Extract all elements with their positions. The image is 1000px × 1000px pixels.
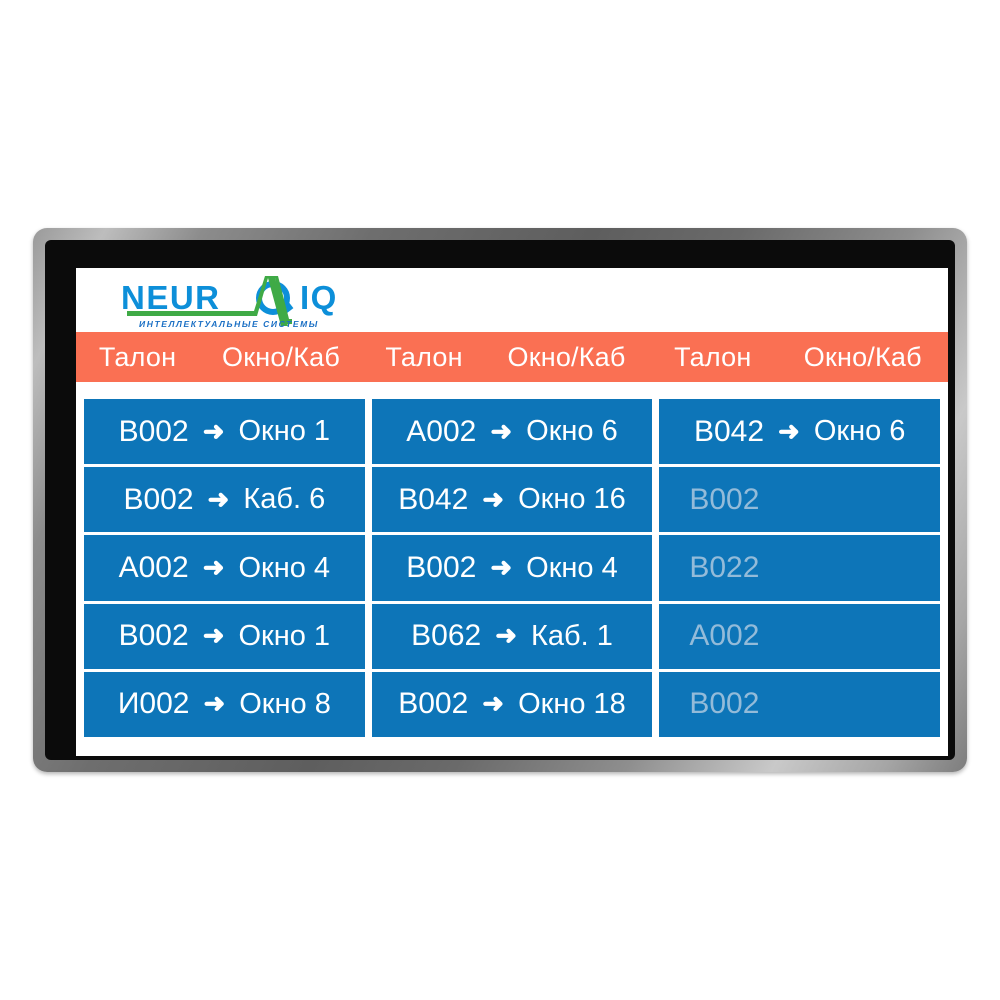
ticket-row-waiting: B022 ➜ — [659, 535, 941, 601]
ticket-destination: Окно 8 — [239, 687, 331, 720]
ticket-number: B042 — [693, 414, 765, 448]
arrow-right-icon: ➜ — [482, 483, 505, 514]
ticket-destination: Окно 6 — [526, 415, 618, 448]
ticket-number: B002 — [406, 551, 477, 584]
ticket-row: A002 ➜ Окно 4 — [84, 535, 365, 601]
arrow-right-icon: ➜ — [490, 415, 513, 446]
ticket-destination: Окно 4 — [526, 551, 618, 584]
ticket-destination: Окно 18 — [518, 687, 626, 720]
arrow-right-icon: ➜ — [202, 552, 225, 582]
arrow-right-icon: ➜ — [490, 552, 513, 582]
ticket-row-waiting: A002 ➜ — [659, 603, 941, 669]
logo-band: NEUR IQ ИНТЕЛЛЕКТУАЛЬНЫЕ СИСТЕМЫ — [76, 268, 948, 332]
ticket-column-3: B042 ➜ Окно 6 B002 ➜ B022 ➜ — [659, 399, 941, 738]
ticket-destination: Окно 16 — [518, 483, 626, 516]
ticket-destination: Каб. 1 — [531, 619, 613, 652]
ticket-number: B062 — [411, 619, 482, 653]
logo-wordmark-text: NEUR — [121, 279, 221, 316]
ticket-destination: Окно 6 — [813, 415, 906, 448]
header-ticket-label-1: Талон — [98, 341, 177, 372]
header-destination-label-3: Окно/Каб — [803, 341, 922, 372]
ticket-number: B002 — [118, 619, 189, 653]
ticket-destination: Каб. 6 — [243, 483, 326, 516]
ticket-number: B002 — [689, 687, 760, 721]
ticket-number: A002 — [118, 551, 189, 584]
ticket-number: B002 — [689, 482, 760, 516]
header-ticket-label-2: Талон — [385, 341, 463, 372]
ticket-row-waiting: B002 ➜ — [659, 467, 941, 533]
arrow-right-icon: ➜ — [207, 483, 230, 514]
header-ticket-label-3: Талон — [674, 341, 752, 372]
arrow-right-icon: ➜ — [778, 415, 800, 446]
ticket-column-2: A002 ➜ Окно 6 B042 ➜ Окно 16 B002 ➜ Окно… — [371, 399, 653, 738]
header-group-1: Талон Окно/Каб — [76, 342, 363, 373]
monitor-inner-bezel: NEUR IQ ИНТЕЛЛЕКТУАЛЬНЫЕ СИСТЕМЫ Тало — [45, 240, 955, 760]
ticket-row: B002 ➜ Окно 1 — [84, 399, 365, 465]
ticket-number: B022 — [689, 551, 760, 584]
ticket-board: B002 ➜ Окно 1 B002 ➜ Каб. 6 A002 ➜ Окно … — [76, 382, 948, 756]
header-destination-label-1: Окно/Каб — [222, 341, 341, 372]
ticket-row: B062 ➜ Каб. 1 — [371, 603, 653, 669]
logo-pulse-mark — [245, 276, 292, 324]
ticket-number: B002 — [123, 482, 194, 516]
arrow-right-icon: ➜ — [482, 688, 505, 719]
ticket-destination: Окно 4 — [238, 551, 331, 584]
ticket-number: И002 — [117, 687, 190, 721]
ticket-row: B042 ➜ Окно 6 — [659, 399, 941, 465]
ticket-row: B002 ➜ Окно 1 — [84, 603, 365, 669]
ticket-column-1: B002 ➜ Окно 1 B002 ➜ Каб. 6 A002 ➜ Окно … — [84, 399, 365, 738]
queue-display-monitor: NEUR IQ ИНТЕЛЛЕКТУАЛЬНЫЕ СИСТЕМЫ Тало — [33, 228, 967, 772]
ticket-row: A002 ➜ Окно 6 — [371, 399, 653, 465]
logo-wordmark-text-2: IQ — [300, 279, 338, 316]
ticket-row-waiting: B002 ➜ — [659, 671, 941, 738]
ticket-row: B042 ➜ Окно 16 — [371, 467, 653, 533]
arrow-right-icon: ➜ — [203, 688, 226, 719]
ticket-destination: Окно 1 — [238, 415, 331, 448]
arrow-right-icon: ➜ — [202, 415, 225, 446]
ticket-number: B002 — [118, 414, 189, 448]
ticket-row: B002 ➜ Каб. 6 — [84, 467, 365, 533]
ticket-row: И002 ➜ Окно 8 — [84, 671, 365, 738]
header-group-3: Талон Окно/Каб — [648, 342, 948, 373]
table-header-bar: Талон Окно/Каб Талон Окно/Каб Талон Окно… — [76, 332, 948, 382]
header-group-2: Талон Окно/Каб — [363, 342, 648, 373]
ticket-number: B042 — [398, 482, 469, 516]
ticket-number: A002 — [406, 414, 477, 448]
ticket-row: B002 ➜ Окно 18 — [371, 671, 653, 738]
arrow-right-icon: ➜ — [495, 620, 517, 651]
logo-tagline-text: ИНТЕЛЛЕКТУАЛЬНЫЕ СИСТЕМЫ — [139, 319, 319, 329]
ticket-number: B002 — [398, 687, 469, 721]
neuroniq-logo: NEUR IQ ИНТЕЛЛЕКТУАЛЬНЫЕ СИСТЕМЫ — [117, 276, 357, 330]
ticket-row: B002 ➜ Окно 4 — [371, 535, 653, 601]
arrow-right-icon: ➜ — [202, 620, 225, 651]
ticket-number: A002 — [689, 619, 760, 653]
ticket-destination: Окно 1 — [238, 619, 331, 652]
header-destination-label-2: Окно/Каб — [507, 341, 626, 372]
display-screen: NEUR IQ ИНТЕЛЛЕКТУАЛЬНЫЕ СИСТЕМЫ Тало — [76, 268, 948, 756]
